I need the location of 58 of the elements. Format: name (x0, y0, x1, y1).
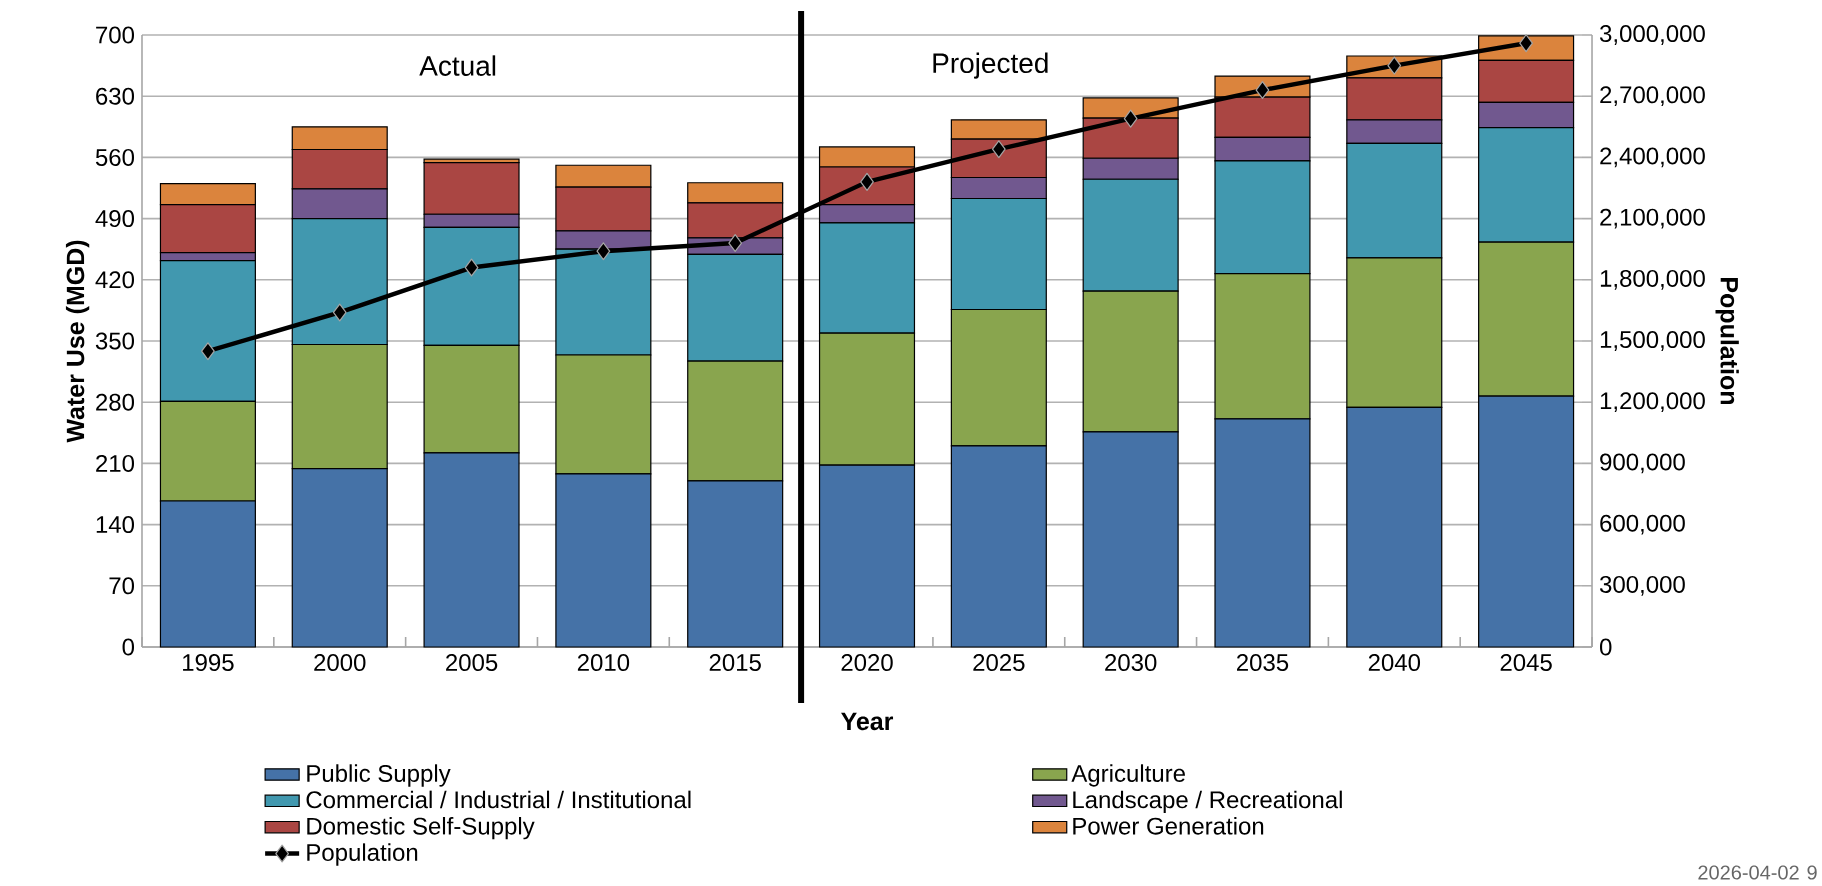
point (332, 303, 347, 322)
legend-label: Agriculture (1071, 764, 1185, 787)
y2-tick-label: 2,700,000 (1600, 86, 1705, 107)
legend-label: Domestic Self-Supply (307, 816, 535, 840)
legend-label: Population (307, 843, 418, 866)
x-tick-label: 2005 (446, 654, 498, 672)
y2-axis-title: Population (1715, 278, 1739, 405)
y-tick-label: 700 (96, 26, 135, 44)
y2-tick-label: 2,100,000 (1600, 208, 1705, 229)
y-tick-label: 280 (96, 393, 135, 411)
y2-tick-label: 1,500,000 (1600, 331, 1705, 351)
legend-label: Landscape / Recreational (1073, 790, 1342, 814)
y2-tick-label: 1,200,000 (1600, 392, 1705, 413)
annotation: Actual (419, 55, 496, 76)
y2-tick-label: 0 (1600, 638, 1612, 656)
point (991, 140, 1006, 159)
y-tick-label: 350 (95, 332, 135, 350)
x-tick-label: 2025 (973, 654, 1025, 672)
y2-tick-label: 600,000 (1600, 514, 1685, 535)
y2-tick-label: 900,000 (1600, 453, 1685, 474)
y2-tick-label: 2,400,000 (1600, 147, 1705, 168)
x-tick-label: 2045 (1500, 654, 1552, 672)
text: 9 (1807, 865, 1817, 880)
y-axis-title: Water Use (MGD) (65, 240, 90, 443)
y-tick-label: 140 (96, 516, 135, 534)
x-tick-label: 2000 (314, 654, 366, 672)
point (464, 258, 479, 277)
x-axis-title: Year (841, 712, 894, 731)
point (201, 342, 215, 361)
x-tick-label: 2040 (1368, 654, 1421, 672)
point (1123, 109, 1138, 128)
y2-tick-label: 3,000,000 (1599, 25, 1705, 45)
legend-label: Commercial / Industrial / Institutional (306, 790, 691, 809)
point (596, 242, 611, 261)
y-tick-label: 560 (95, 148, 135, 166)
y-tick-label: 70 (109, 577, 135, 595)
y-tick-label: 420 (95, 271, 135, 289)
y-tick-label: 0 (122, 638, 135, 656)
x-tick-label: 2030 (1105, 654, 1157, 672)
y2-tick-label: 300,000 (1599, 575, 1685, 596)
point (1255, 81, 1270, 100)
y-tick-label: 630 (96, 87, 135, 105)
y-tick-label: 490 (95, 210, 135, 228)
point (728, 234, 743, 253)
x-tick-label: 1995 (183, 654, 234, 672)
annotation: Projected (933, 52, 1048, 79)
point (860, 172, 874, 191)
point (1519, 34, 1534, 53)
y-tick-label: 210 (96, 454, 135, 472)
x-tick-label: 2015 (709, 654, 761, 672)
x-tick-label: 2020 (841, 654, 893, 672)
text: 2026-04-02 (1698, 865, 1799, 880)
legend-label: Power Generation (1073, 816, 1264, 835)
legend-label: Public Supply (307, 764, 451, 787)
x-tick-label: 2010 (577, 654, 630, 672)
x-tick-label: 2035 (1236, 654, 1289, 672)
y2-tick-label: 1,800,000 (1600, 269, 1705, 290)
point (1387, 56, 1402, 75)
